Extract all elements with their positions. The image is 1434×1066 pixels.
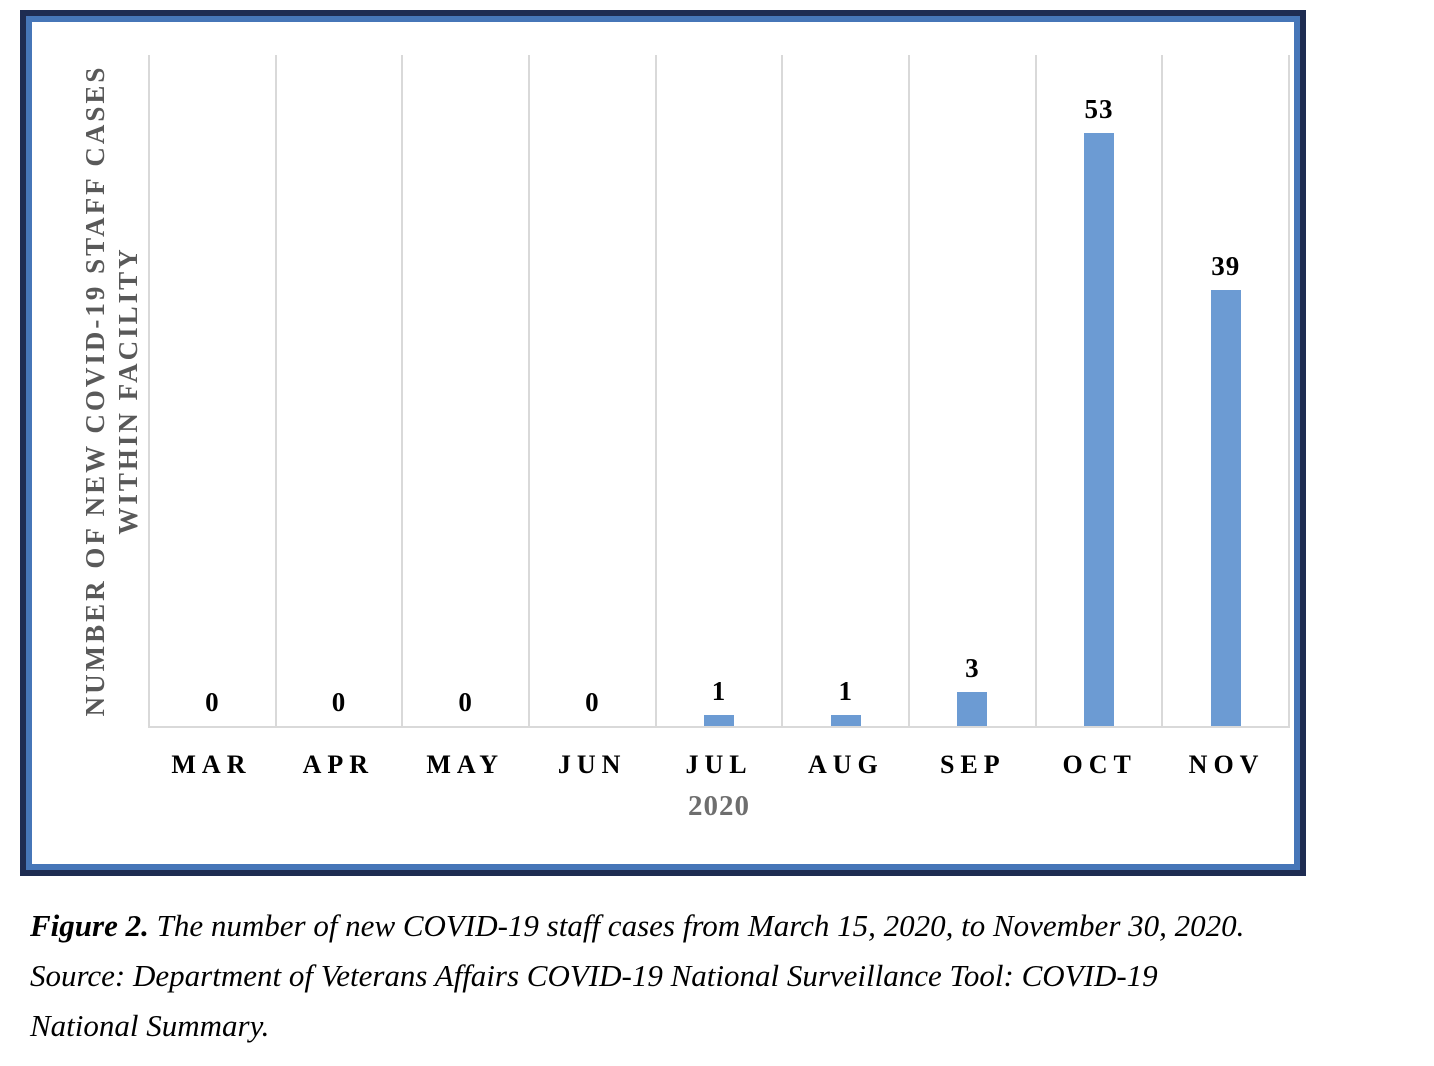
figure-caption: Figure 2. The number of new COVID-19 sta…: [30, 901, 1430, 1051]
bar-value-label-may: 0: [458, 687, 473, 717]
plot-column-mar: 0: [150, 55, 277, 726]
x-axis-labels: MAR APR MAY JUN JUL AUG SEP OCT NOV: [148, 750, 1290, 780]
x-axis-label-may: MAY: [426, 750, 505, 779]
bar-value-label-sep: 3: [965, 653, 980, 683]
plot-column-nov: 39: [1163, 55, 1291, 726]
caption-line-3: National Summary.: [30, 1008, 270, 1043]
caption-line-2: Source: Department of Veterans Affairs C…: [30, 958, 1158, 993]
plot-column-may: 0: [403, 55, 531, 726]
plot-column-aug: 1: [783, 55, 911, 726]
plot-column-jun: 0: [530, 55, 657, 726]
caption-line-1-text: The number of new COVID-19 staff cases f…: [148, 908, 1245, 943]
bar-value-label-apr: 0: [331, 687, 347, 717]
bar-value-label-aug: 1: [838, 676, 853, 706]
y-axis-title: NUMBER OF NEW COVID-19 STAFF CASES WITHI…: [66, 55, 158, 726]
caption-figure-number: Figure 2.: [30, 908, 149, 943]
bar-value-label-nov: 39: [1211, 251, 1241, 281]
bar-value-label-jul: 1: [711, 676, 727, 706]
x-axis-label-oct: OCT: [1062, 750, 1137, 779]
y-axis-title-line-1: NUMBER OF NEW COVID-19 STAFF CASES: [80, 64, 110, 717]
x-axis-label-jun: JUN: [557, 750, 627, 779]
chart-figure-inner-border: NUMBER OF NEW COVID-19 STAFF CASES WITHI…: [26, 16, 1300, 870]
bar-nov: [1210, 290, 1241, 726]
x-axis-label-sep: SEP: [939, 750, 1006, 779]
x-axis-label-mar: MAR: [171, 750, 252, 779]
bar-aug: [830, 715, 861, 726]
plot-column-sep: 3: [910, 55, 1037, 726]
bar-jul: [704, 715, 735, 726]
bar-sep: [957, 692, 988, 726]
bar-oct: [1084, 133, 1115, 726]
plot-area: 0 0 0 0 1 1 3 53 39: [148, 55, 1291, 728]
plot-column-apr: 0: [277, 55, 404, 726]
x-axis-label-aug: AUG: [808, 750, 884, 779]
chart-figure: NUMBER OF NEW COVID-19 STAFF CASES WITHI…: [20, 10, 1306, 876]
caption-line-1: Figure 2. The number of new COVID-19 sta…: [30, 901, 1430, 951]
bar-value-label-mar: 0: [205, 687, 220, 717]
x-axis-label-apr: APR: [302, 750, 375, 779]
x-axis-label-nov: NOV: [1188, 750, 1265, 779]
bar-value-label-oct: 53: [1084, 94, 1114, 124]
bar-value-label-jun: 0: [585, 687, 600, 717]
x-axis-unit-label: 2020: [688, 790, 750, 822]
x-axis-label-jul: JUL: [685, 750, 753, 779]
plot-column-oct: 53: [1037, 55, 1164, 726]
plot-column-jul: 1: [657, 55, 784, 726]
y-axis-title-line-2: WITHIN FACILITY: [113, 246, 143, 535]
